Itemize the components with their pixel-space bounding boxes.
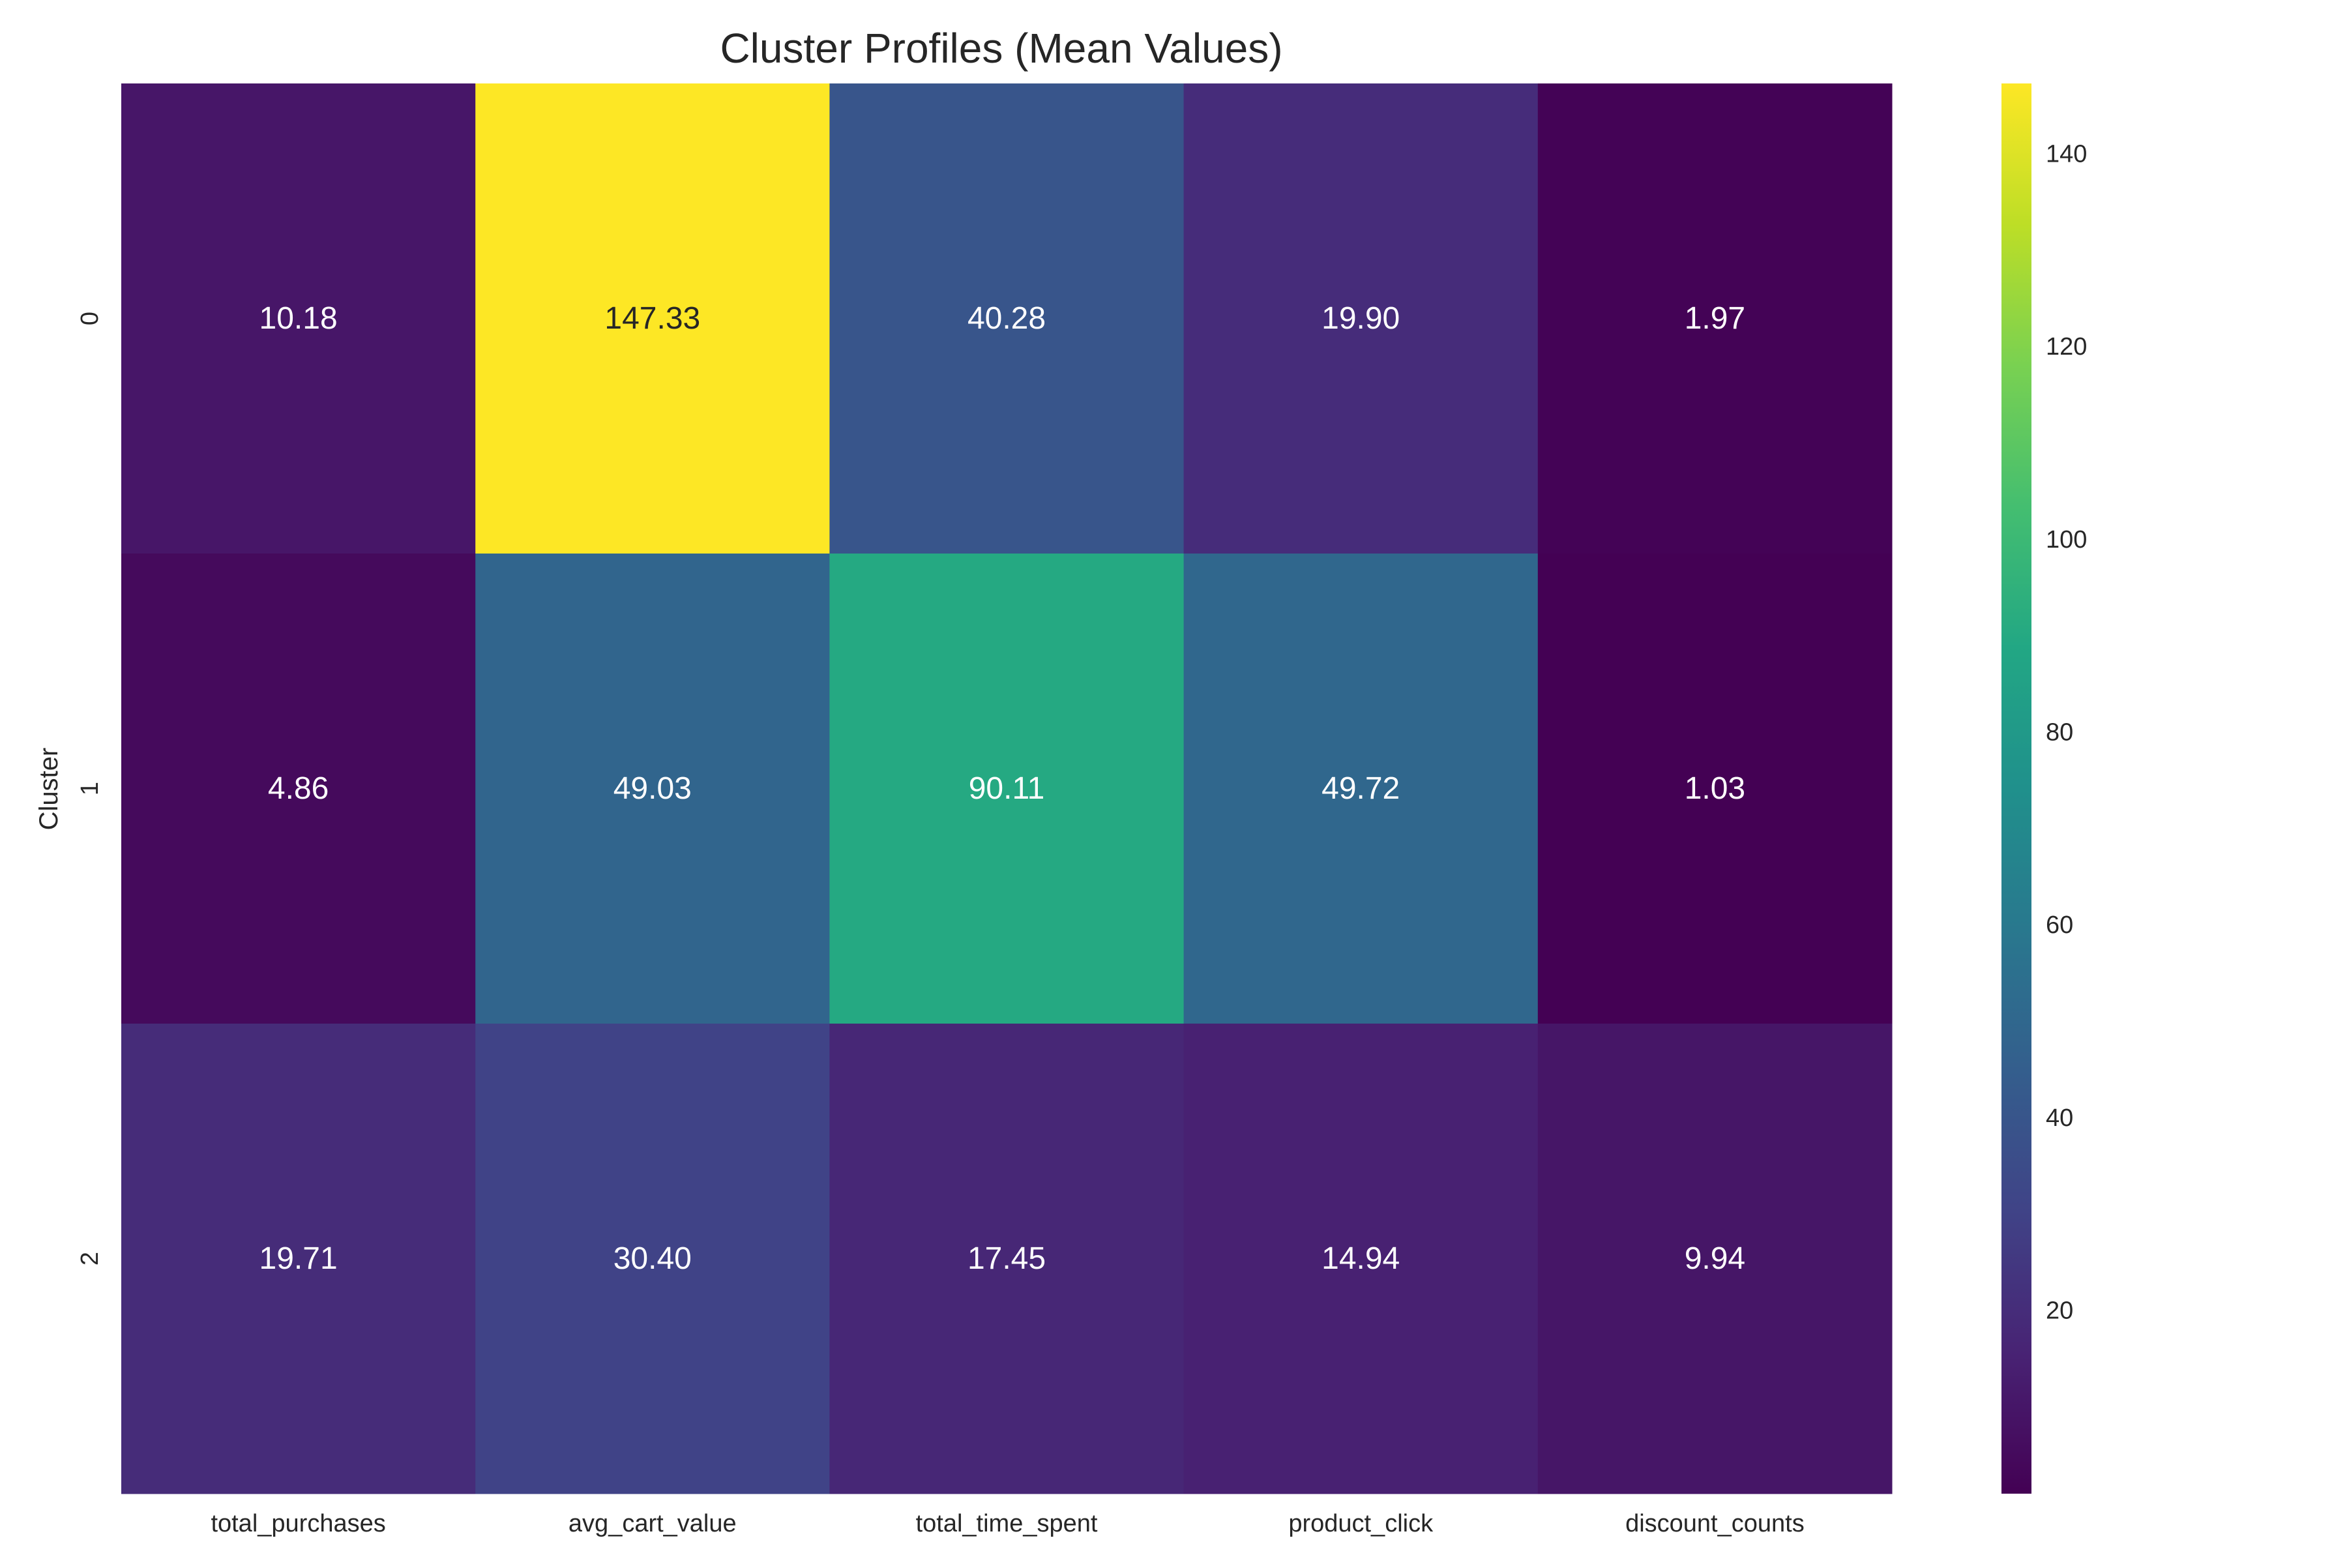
- y-tick-label-2: 2: [76, 1252, 104, 1265]
- heatmap-cell-r1-c1: [475, 554, 830, 1024]
- heatmap-cell-label-r2-c0: 19.71: [259, 1241, 338, 1276]
- heatmap-cell-labels: 10.18 147.33 40.28 19.90 1.97 4.86 49.03 90.11 4…: [259, 301, 1746, 1276]
- x-tick-label-total_time_spent: total_time_spent: [916, 1510, 1098, 1537]
- heatmap-cell-label-r0-c1: 147.33: [604, 301, 700, 336]
- heatmap-cell-r2-c0: [121, 1024, 476, 1494]
- heatmap-cell-r2-c3: [1183, 1024, 1539, 1494]
- heatmap-cell-r2-c1: [475, 1024, 830, 1494]
- heatmap-cells: [121, 83, 1893, 1494]
- colorbar-tick-label-140: 140: [2046, 140, 2087, 168]
- heatmap-cell-r0-c1: [475, 83, 830, 554]
- x-tick-label-discount_counts: discount_counts: [1625, 1510, 1805, 1537]
- x-tick-label-total_purchases: total_purchases: [211, 1510, 385, 1537]
- heatmap-cell-r1-c4: [1537, 554, 1893, 1024]
- colorbar-tick-label-60: 60: [2046, 911, 2073, 939]
- heatmap-cell-label-r0-c3: 19.90: [1321, 301, 1400, 336]
- heatmap-cell-label-r1-c0: 4.86: [268, 771, 329, 806]
- heatmap-cell-r1-c2: [829, 554, 1185, 1024]
- heatmap-cell-label-r2-c2: 17.45: [967, 1241, 1046, 1276]
- heatmap-cell-label-r2-c4: 9.94: [1685, 1241, 1745, 1276]
- x-tick-label-avg_cart_value: avg_cart_value: [568, 1510, 737, 1537]
- heatmap-cell-label-r0-c0: 10.18: [259, 301, 338, 336]
- colorbar-tick-label-40: 40: [2046, 1104, 2073, 1132]
- heatmap-cell-r0-c2: [829, 83, 1185, 554]
- y-axis-label: Cluster: [35, 748, 63, 831]
- colorbar-tick-label-80: 80: [2046, 718, 2073, 746]
- heatmap-cell-label-r0-c2: 40.28: [967, 301, 1046, 336]
- heatmap-cell-r1-c0: [121, 554, 476, 1024]
- heatmap-cell-label-r2-c1: 30.40: [613, 1241, 692, 1276]
- colorbar-ticks: 20 40 60 80 100 120 140: [2046, 140, 2087, 1324]
- heatmap-cell-r0-c0: [121, 83, 476, 554]
- heatmap-cell-r0-c3: [1183, 83, 1539, 554]
- chart-title: Cluster Profiles (Mean Values): [720, 25, 1282, 72]
- x-tick-label-product_click: product_click: [1288, 1510, 1434, 1537]
- y-tick-label-0: 0: [76, 312, 104, 325]
- y-tick-label-1: 1: [76, 782, 104, 795]
- heatmap-cell-r2-c4: [1537, 1024, 1893, 1494]
- heatmap-cell-label-r1-c2: 90.11: [969, 771, 1045, 806]
- heatmap-cell-r0-c4: [1537, 83, 1893, 554]
- colorbar: [2001, 83, 2031, 1494]
- heatmap-cell-r1-c3: [1183, 554, 1539, 1024]
- colorbar-tick-label-120: 120: [2046, 333, 2087, 361]
- heatmap-cell-label-r1-c4: 1.03: [1685, 771, 1745, 806]
- heatmap-cell-label-r2-c3: 14.94: [1321, 1241, 1400, 1276]
- heatmap-cell-label-r0-c4: 1.97: [1685, 301, 1745, 336]
- y-axis-ticks: 0 1 2: [76, 312, 104, 1265]
- x-axis-ticks: total_purchases avg_cart_value total_time_…: [211, 1510, 1804, 1537]
- heatmap-cell-label-r1-c1: 49.03: [613, 771, 692, 806]
- colorbar-tick-label-100: 100: [2046, 526, 2087, 554]
- colorbar-tick-label-20: 20: [2046, 1297, 2073, 1325]
- heatmap-cell-label-r1-c3: 49.72: [1321, 771, 1400, 806]
- heatmap-cell-r2-c2: [829, 1024, 1185, 1494]
